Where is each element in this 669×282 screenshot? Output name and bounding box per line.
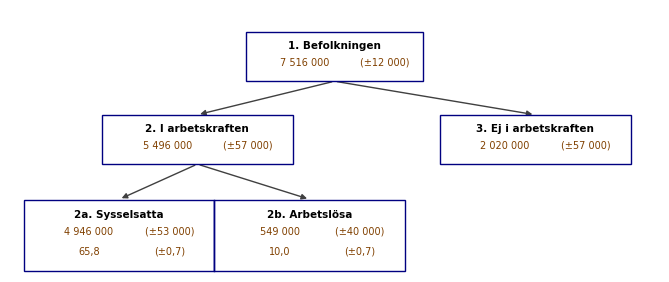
Text: 2a. Sysselsatta: 2a. Sysselsatta [74,210,164,220]
Text: 1. Befolkningen: 1. Befolkningen [288,41,381,51]
Text: (±0,7): (±0,7) [154,247,185,257]
Text: (±12 000): (±12 000) [360,58,409,68]
Text: (±57 000): (±57 000) [561,141,610,151]
FancyBboxPatch shape [24,200,214,271]
Text: 2. I arbetskraften: 2. I arbetskraften [145,124,250,134]
Text: (±57 000): (±57 000) [223,141,272,151]
Text: 3. Ej i arbetskraften: 3. Ej i arbetskraften [476,124,594,134]
FancyBboxPatch shape [246,32,423,81]
Text: (±40 000): (±40 000) [335,227,385,237]
FancyBboxPatch shape [214,200,405,271]
FancyBboxPatch shape [102,115,293,164]
Text: (±53 000): (±53 000) [145,227,194,237]
Text: 65,8: 65,8 [78,247,100,257]
Text: 2b. Arbetslösa: 2b. Arbetslösa [267,210,353,220]
FancyBboxPatch shape [440,115,631,164]
Text: 549 000: 549 000 [260,227,300,237]
Text: 10,0: 10,0 [269,247,290,257]
Text: 5 496 000: 5 496 000 [142,141,192,151]
Text: 4 946 000: 4 946 000 [64,227,114,237]
Text: 7 516 000: 7 516 000 [280,58,329,68]
Text: 2 020 000: 2 020 000 [480,141,530,151]
Text: (±0,7): (±0,7) [345,247,375,257]
